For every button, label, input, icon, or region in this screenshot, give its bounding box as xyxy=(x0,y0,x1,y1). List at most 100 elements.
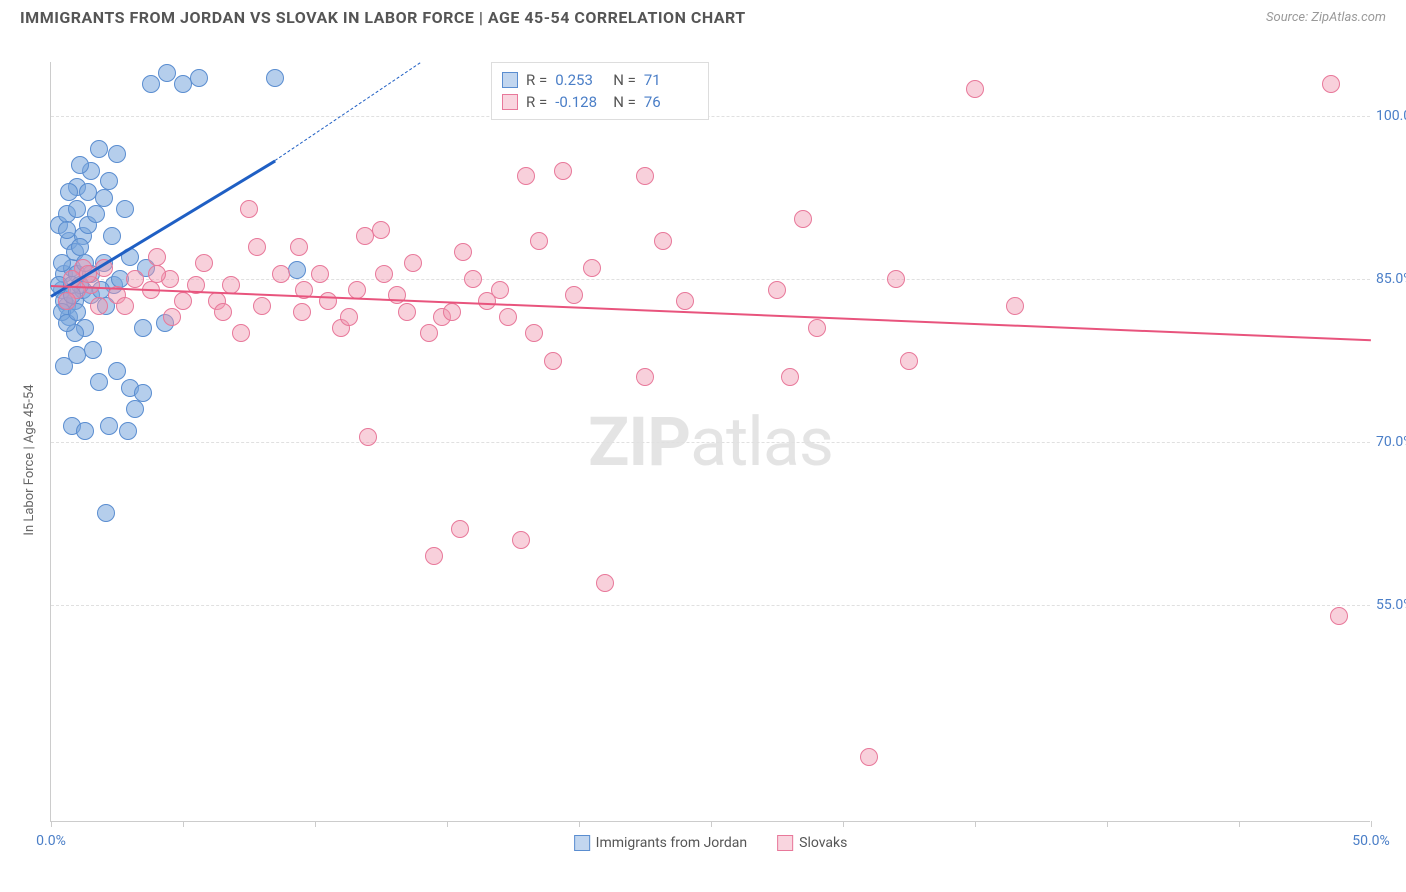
scatter-point-jordan xyxy=(142,75,160,93)
scatter-point-slovak xyxy=(478,292,496,310)
scatter-point-jordan xyxy=(71,156,89,174)
chart-header: IMMIGRANTS FROM JORDAN VS SLOVAK IN LABO… xyxy=(0,0,1406,31)
scatter-point-slovak xyxy=(583,259,601,277)
scatter-point-slovak xyxy=(596,574,614,592)
legend-bottom: Immigrants from Jordan Slovaks xyxy=(574,835,848,851)
scatter-point-jordan xyxy=(266,69,284,87)
y-tick-label: 85.0% xyxy=(1376,271,1406,287)
plot-area: ZIPatlas 55.0%70.0%85.0%100.0%0.0%50.0%R… xyxy=(50,62,1370,822)
y-axis-title: In Labor Force | Age 45-54 xyxy=(22,384,37,535)
scatter-point-jordan xyxy=(58,221,76,239)
chart-container: In Labor Force | Age 45-54 ZIPatlas 55.0… xyxy=(0,40,1406,892)
x-tick xyxy=(1107,821,1108,827)
scatter-point-slovak xyxy=(768,281,786,299)
scatter-point-slovak xyxy=(794,210,812,228)
x-tick xyxy=(1239,821,1240,827)
x-tick xyxy=(51,821,52,827)
x-tick xyxy=(843,821,844,827)
x-tick xyxy=(579,821,580,827)
scatter-point-slovak xyxy=(319,292,337,310)
scatter-point-slovak xyxy=(248,238,266,256)
scatter-point-jordan xyxy=(95,189,113,207)
scatter-point-jordan xyxy=(100,172,118,190)
scatter-point-slovak xyxy=(195,254,213,272)
n-label: N = xyxy=(613,91,636,113)
scatter-point-slovak xyxy=(860,748,878,766)
scatter-point-slovak xyxy=(887,270,905,288)
scatter-point-jordan xyxy=(97,504,115,522)
scatter-point-slovak xyxy=(272,265,290,283)
x-tick xyxy=(447,821,448,827)
x-tick xyxy=(975,821,976,827)
scatter-point-slovak xyxy=(359,428,377,446)
scatter-point-slovak xyxy=(58,292,76,310)
legend-swatch-jordan xyxy=(574,835,590,851)
scatter-point-jordan xyxy=(134,319,152,337)
scatter-point-slovak xyxy=(512,531,530,549)
scatter-point-slovak xyxy=(311,265,329,283)
r-label: R = xyxy=(526,69,547,91)
scatter-point-slovak xyxy=(676,292,694,310)
scatter-point-slovak xyxy=(525,324,543,342)
scatter-point-slovak xyxy=(148,265,166,283)
scatter-point-slovak xyxy=(1006,297,1024,315)
scatter-point-slovak xyxy=(1322,75,1340,93)
scatter-point-slovak xyxy=(464,270,482,288)
scatter-point-slovak xyxy=(425,547,443,565)
chart-title: IMMIGRANTS FROM JORDAN VS SLOVAK IN LABO… xyxy=(20,8,746,27)
scatter-point-jordan xyxy=(71,238,89,256)
scatter-point-slovak xyxy=(222,276,240,294)
scatter-point-slovak xyxy=(636,368,654,386)
scatter-point-jordan xyxy=(84,341,102,359)
scatter-point-slovak xyxy=(398,303,416,321)
scatter-point-jordan xyxy=(90,373,108,391)
scatter-point-slovak xyxy=(290,238,308,256)
scatter-point-jordan xyxy=(53,254,71,272)
scatter-point-jordan xyxy=(158,64,176,82)
r-value-slovak: -0.128 xyxy=(555,91,605,113)
stats-row-slovak: R =-0.128N =76 xyxy=(502,91,694,113)
legend-item-slovak: Slovaks xyxy=(777,835,847,851)
scatter-point-slovak xyxy=(240,200,258,218)
scatter-point-slovak xyxy=(1330,607,1348,625)
legend-label-slovak: Slovaks xyxy=(799,835,847,851)
y-tick-label: 70.0% xyxy=(1376,434,1406,450)
scatter-point-slovak xyxy=(348,281,366,299)
scatter-point-slovak xyxy=(443,303,461,321)
scatter-point-jordan xyxy=(108,145,126,163)
grid-line xyxy=(51,279,1370,280)
scatter-point-slovak xyxy=(126,270,144,288)
x-tick xyxy=(315,821,316,827)
scatter-point-jordan xyxy=(87,205,105,223)
scatter-point-slovak xyxy=(340,308,358,326)
scatter-point-slovak xyxy=(565,286,583,304)
scatter-point-jordan xyxy=(288,261,306,279)
grid-line xyxy=(51,116,1370,117)
scatter-point-slovak xyxy=(499,308,517,326)
scatter-point-slovak xyxy=(636,167,654,185)
scatter-point-slovak xyxy=(293,303,311,321)
scatter-point-jordan xyxy=(103,227,121,245)
grid-line xyxy=(51,442,1370,443)
scatter-point-slovak xyxy=(966,80,984,98)
scatter-point-slovak xyxy=(116,297,134,315)
scatter-point-slovak xyxy=(544,352,562,370)
x-tick-label: 50.0% xyxy=(1352,833,1390,849)
legend-label-jordan: Immigrants from Jordan xyxy=(596,835,748,851)
scatter-point-slovak xyxy=(420,324,438,342)
scatter-point-slovak xyxy=(781,368,799,386)
scatter-point-jordan xyxy=(116,200,134,218)
trend-dash-jordan xyxy=(275,62,421,161)
scatter-point-slovak xyxy=(530,232,548,250)
scatter-point-slovak xyxy=(253,297,271,315)
scatter-point-slovak xyxy=(148,248,166,266)
scatter-point-jordan xyxy=(79,183,97,201)
scatter-point-jordan xyxy=(60,183,78,201)
legend-swatch-slovak xyxy=(777,835,793,851)
scatter-point-jordan xyxy=(76,422,94,440)
scatter-point-slovak xyxy=(808,319,826,337)
x-tick xyxy=(183,821,184,827)
scatter-point-slovak xyxy=(900,352,918,370)
stats-legend-box: R =0.253N =71R =-0.128N =76 xyxy=(491,62,709,120)
x-tick xyxy=(1371,821,1372,827)
